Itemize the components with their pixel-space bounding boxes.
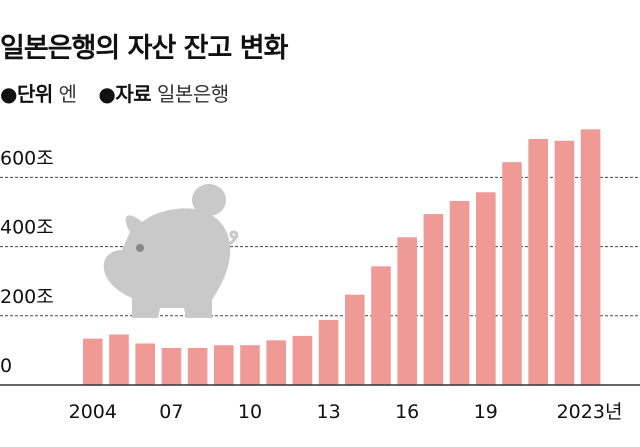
- x-tick-label: 2023년: [557, 401, 623, 423]
- bar-2012: [292, 335, 313, 385]
- bar-2005: [109, 334, 129, 385]
- x-tick-label: 07: [159, 401, 183, 423]
- bar-2020: [502, 162, 522, 385]
- bar-2018: [449, 200, 470, 385]
- y-tick-label: 600조: [0, 147, 54, 169]
- bar-2013: [318, 319, 339, 385]
- grid-lines: [0, 176, 640, 317]
- unit-value: 엔: [58, 82, 77, 106]
- y-tick-label: 400조: [0, 217, 54, 239]
- x-tick-label: 16: [395, 401, 419, 423]
- bar-2007: [161, 347, 182, 385]
- y-tick-label: 200조: [0, 286, 54, 308]
- y-axis-labels: 0 200조 400조 600조: [0, 147, 54, 377]
- bar-2017: [423, 214, 444, 385]
- source-value: 일본은행: [157, 82, 229, 106]
- x-tick-label: 13: [317, 401, 341, 423]
- x-tick-label: 2004: [69, 401, 117, 423]
- unit-label: ●단위: [0, 82, 53, 106]
- bar-2022: [554, 140, 575, 385]
- bar-2023: [580, 129, 601, 385]
- bar-2008: [187, 347, 208, 385]
- bar-2004: [83, 338, 103, 385]
- bar-2010: [240, 345, 260, 385]
- bar-2006: [135, 343, 155, 385]
- bar-2021: [528, 138, 548, 385]
- bar-2014: [345, 294, 365, 385]
- bars: [83, 129, 601, 385]
- bar-2009: [214, 345, 234, 385]
- chart-meta: ●단위 엔 ●자료 일본은행: [0, 78, 245, 107]
- bar-2016: [397, 237, 417, 385]
- piggy-bank-icon: [103, 184, 239, 318]
- chart-title: 일본은행의 자산 잔고 변화: [0, 33, 288, 64]
- y-tick-label: 0: [0, 355, 12, 377]
- bar-2011: [266, 340, 286, 385]
- x-tick-label: 19: [474, 401, 498, 423]
- x-axis-labels: 2004 07 10 13 16 19 2023년: [69, 401, 623, 423]
- x-tick-label: 10: [238, 401, 262, 423]
- source-label: ●자료: [98, 82, 152, 106]
- bar-2015: [371, 266, 391, 385]
- bar-2019: [476, 192, 496, 385]
